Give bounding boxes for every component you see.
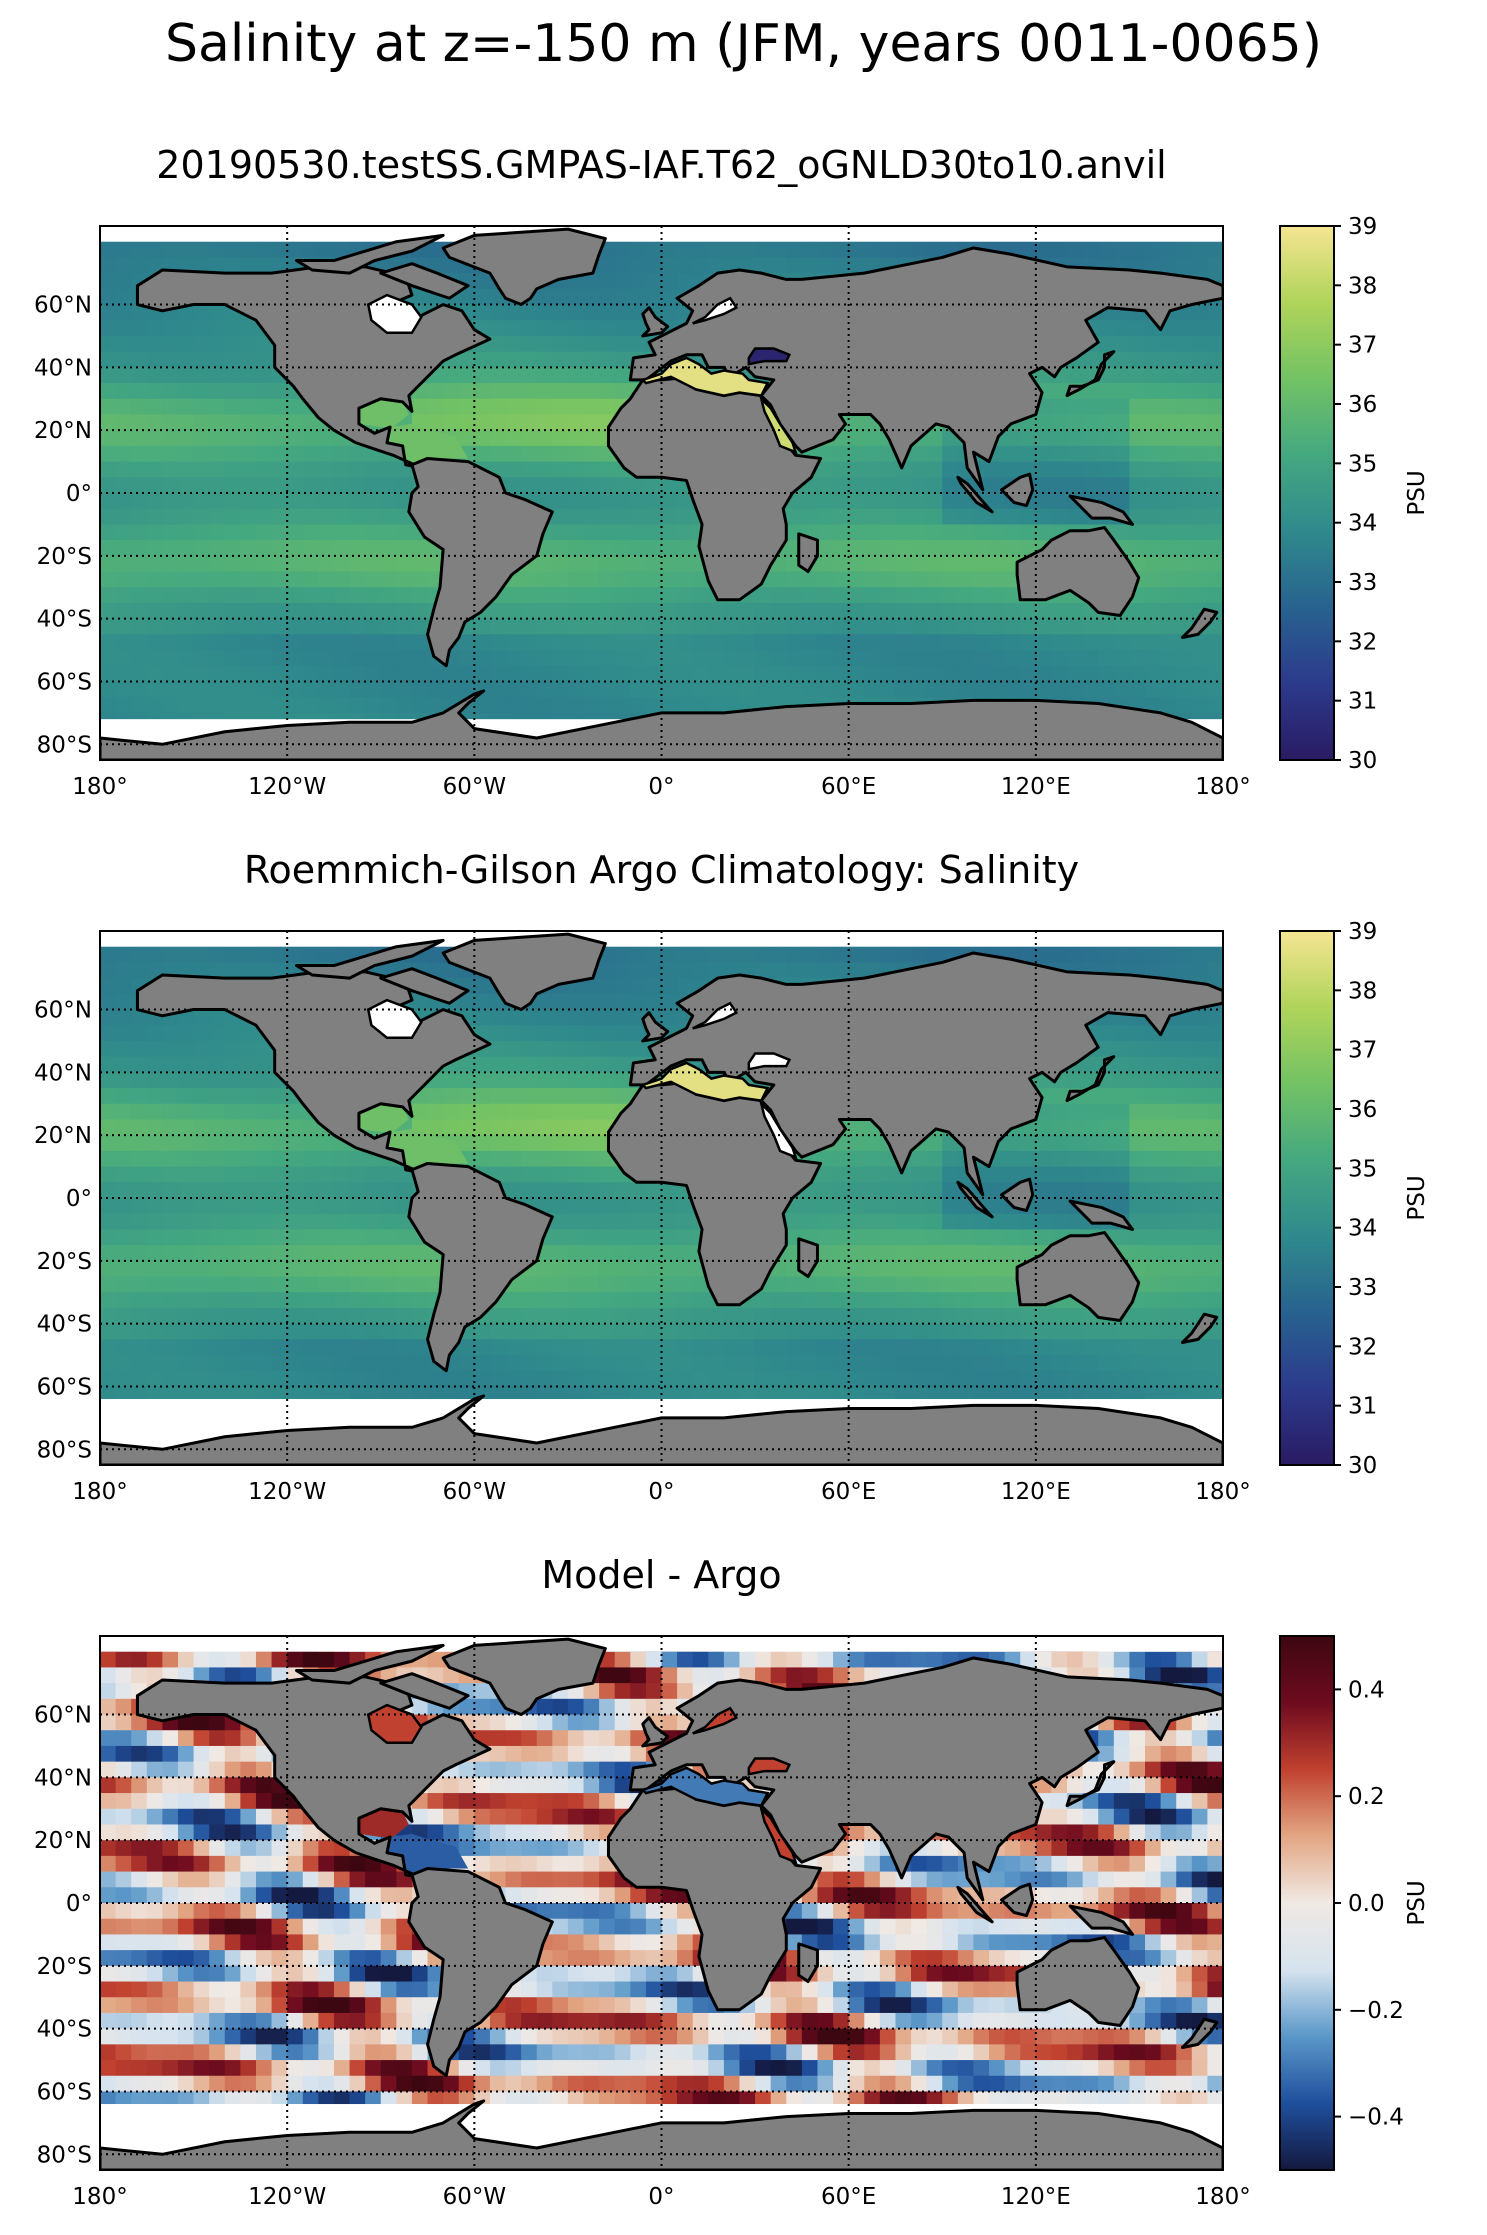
y-tick-label: 60°N	[34, 998, 92, 1024]
y-tick-label: 60°S	[37, 2079, 92, 2105]
x-tick-label: 60°E	[821, 2184, 876, 2210]
x-tick-label: 0°	[648, 1479, 674, 1505]
x-tick-label: 120°E	[1001, 2184, 1071, 2210]
y-tick-label: 80°S	[37, 2142, 92, 2168]
panel-title: Model - Argo	[541, 1553, 781, 1597]
colorbar-tick-label: −0.4	[1348, 2105, 1404, 2131]
y-tick-label: 40°N	[34, 1765, 92, 1791]
colorbar-tick-label: 0.0	[1348, 1891, 1385, 1917]
colorbar-tick-label: 0.2	[1348, 1784, 1385, 1810]
x-tick-label: 60°E	[821, 774, 876, 800]
y-tick-label: 0°	[66, 1186, 92, 1212]
colorbar-tick-label: 36	[1348, 392, 1377, 418]
y-tick-label: 20°N	[34, 1828, 92, 1854]
y-tick-label: 80°S	[37, 732, 92, 758]
y-tick-label: 20°S	[37, 544, 92, 570]
x-tick-label: 180°	[1195, 2184, 1250, 2210]
map-panel-3: Model - Argo 180° 120°W 60°W 0° 60°E 120°E 180°…	[34, 1553, 1430, 2210]
map-panel-2: Roemmich-Gilson Argo Climatology: Salini…	[34, 848, 1430, 1505]
colorbar-tick-label: 36	[1348, 1097, 1377, 1123]
y-tick-label: 0°	[66, 481, 92, 507]
y-tick-label: 20°S	[37, 1954, 92, 1980]
y-tick-label: 60°S	[37, 1374, 92, 1400]
x-tick-label: 180°	[72, 2184, 127, 2210]
colorbar-tick-label: 33	[1348, 570, 1377, 596]
x-tick-label: 120°E	[1001, 1479, 1071, 1505]
y-tick-label: 40°N	[34, 1060, 92, 1086]
panel-title: 20190530.testSS.GMPAS-IAF.T62_oGNLD30to1…	[156, 143, 1166, 187]
colorbar-tick-label: 39	[1348, 919, 1377, 945]
axes-frame	[99, 930, 1224, 1466]
y-tick-label: 20°N	[34, 1123, 92, 1149]
colorbar-tick-label: 31	[1348, 689, 1377, 715]
colorbar-label: PSU	[1404, 470, 1430, 515]
colorbar-tick-label: 37	[1348, 333, 1377, 359]
x-tick-label: 180°	[1195, 774, 1250, 800]
y-tick-label: 60°S	[37, 669, 92, 695]
x-tick-label: 180°	[72, 774, 127, 800]
x-tick-label: 60°E	[821, 1479, 876, 1505]
colorbar-tick-label: −0.2	[1348, 1998, 1404, 2024]
colorbar-tick-label: 30	[1348, 748, 1377, 774]
colorbar-tick-label: 39	[1348, 214, 1377, 240]
colorbar-tick-label: 0.4	[1348, 1677, 1385, 1703]
x-tick-label: 120°E	[1001, 774, 1071, 800]
land-mask	[100, 932, 1223, 1465]
y-tick-label: 20°N	[34, 418, 92, 444]
x-tick-label: 120°W	[248, 1479, 326, 1505]
colorbar: 39 38 37 36 35 34 33 32 31 30 PSU	[1279, 919, 1430, 1479]
y-tick-label: 40°S	[37, 607, 92, 633]
colorbar-tick-label: 32	[1348, 1334, 1377, 1360]
colorbar-label: PSU	[1404, 1880, 1430, 1925]
x-tick-label: 180°	[72, 1479, 127, 1505]
colorbar: 39 38 37 36 35 34 33 32 31 30 PSU	[1279, 214, 1430, 774]
x-tick-label: 60°W	[443, 2184, 507, 2210]
map-panel-1: 20190530.testSS.GMPAS-IAF.T62_oGNLD30to1…	[34, 143, 1430, 800]
x-tick-label: 0°	[648, 2184, 674, 2210]
colorbar-tick-label: 32	[1348, 629, 1377, 655]
colorbar-tick-label: 33	[1348, 1275, 1377, 1301]
colorbar-label: PSU	[1404, 1175, 1430, 1220]
y-tick-label: 0°	[66, 1891, 92, 1917]
colorbar: 0.4 0.2 0.0 −0.2 −0.4 PSU	[1279, 1635, 1430, 2171]
colorbar-tick-label: 37	[1348, 1038, 1377, 1064]
x-tick-label: 120°W	[248, 774, 326, 800]
colorbar-tick-label: 30	[1348, 1453, 1377, 1479]
y-tick-label: 40°N	[34, 355, 92, 381]
colorbar-tick-label: 35	[1348, 1156, 1377, 1182]
x-tick-label: 60°W	[443, 1479, 507, 1505]
colorbar-tick-label: 38	[1348, 978, 1377, 1004]
y-tick-label: 20°S	[37, 1249, 92, 1275]
y-tick-label: 40°S	[37, 2017, 92, 2043]
colorbar-tick-label: 35	[1348, 451, 1377, 477]
colorbar-tick-label: 34	[1348, 511, 1377, 537]
x-tick-label: 60°W	[443, 774, 507, 800]
panel-title: Roemmich-Gilson Argo Climatology: Salini…	[244, 848, 1079, 892]
x-tick-label: 0°	[648, 774, 674, 800]
colorbar-tick-label: 31	[1348, 1394, 1377, 1420]
y-tick-label: 60°N	[34, 1703, 92, 1729]
axes-frame	[99, 1635, 1224, 2171]
axes-frame	[99, 225, 1224, 761]
x-tick-label: 180°	[1195, 1479, 1250, 1505]
y-tick-label: 80°S	[37, 1437, 92, 1463]
y-tick-label: 40°S	[37, 1312, 92, 1338]
colorbar-tick-label: 34	[1348, 1216, 1377, 1242]
figure-suptitle: Salinity at z=-150 m (JFM, years 0011-00…	[164, 14, 1323, 74]
x-tick-label: 120°W	[248, 2184, 326, 2210]
colorbar-tick-label: 38	[1348, 273, 1377, 299]
y-tick-label: 60°N	[34, 293, 92, 319]
